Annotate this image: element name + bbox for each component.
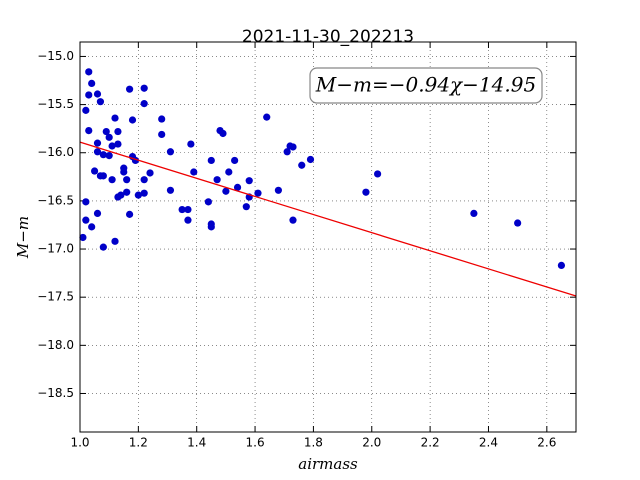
data-point — [219, 129, 227, 138]
data-point — [102, 127, 110, 136]
data-point — [263, 113, 271, 121]
y-tick-label: −18.5 — [37, 386, 74, 400]
data-point — [166, 186, 175, 194]
data-point — [140, 84, 148, 92]
y-tick-label: −18.0 — [37, 338, 74, 352]
data-point — [184, 216, 192, 224]
data-point — [79, 233, 87, 242]
x-tick-label: 1.2 — [129, 436, 148, 450]
x-tick-label: 2.2 — [421, 436, 440, 450]
data-point — [114, 140, 122, 148]
data-point — [120, 164, 128, 172]
data-point — [207, 156, 215, 165]
data-point — [93, 209, 102, 218]
data-point — [178, 205, 186, 214]
annotation-box — [309, 67, 543, 104]
data-point — [85, 68, 93, 76]
data-point — [140, 176, 148, 184]
y-axis-label: M−m — [14, 216, 32, 259]
data-point — [245, 177, 253, 185]
data-point — [140, 100, 148, 108]
y-tick-label: −15.0 — [37, 49, 74, 63]
data-point — [298, 161, 306, 169]
data-point — [242, 203, 250, 211]
y-tick-label: −17.0 — [37, 242, 74, 256]
x-tick-label: 2.0 — [362, 436, 381, 450]
data-point — [85, 91, 93, 99]
data-point — [254, 189, 262, 197]
data-point — [146, 169, 154, 177]
data-point — [362, 188, 370, 196]
data-point — [108, 176, 116, 184]
x-tick-label: 1.6 — [246, 436, 265, 450]
data-point — [123, 176, 131, 184]
data-point — [514, 219, 522, 227]
data-point — [306, 155, 315, 164]
data-point — [158, 115, 166, 123]
data-point — [96, 98, 105, 106]
x-tick-label: 1.0 — [70, 436, 89, 450]
data-point — [99, 243, 107, 251]
data-point — [231, 156, 239, 165]
data-point — [187, 140, 195, 148]
x-tick-label: 2.6 — [537, 436, 556, 450]
data-point — [93, 90, 102, 98]
data-point — [233, 183, 242, 192]
data-point — [88, 223, 96, 231]
chart-title: 2021-11-30_202213 — [242, 27, 414, 47]
y-tick-label: −17.5 — [37, 290, 74, 304]
x-tick-label: 1.4 — [187, 436, 206, 450]
data-point — [274, 186, 282, 194]
data-point — [99, 151, 107, 159]
data-point — [207, 223, 215, 231]
data-point — [85, 126, 93, 135]
data-point — [190, 168, 198, 176]
data-point — [128, 116, 137, 124]
data-point — [117, 191, 125, 199]
data-point — [557, 261, 566, 270]
data-point — [99, 172, 107, 180]
data-point — [111, 114, 119, 122]
data-point — [114, 127, 122, 136]
data-point — [88, 79, 96, 88]
data-point — [213, 176, 221, 184]
data-point — [126, 85, 134, 93]
data-point — [126, 210, 134, 218]
data-point — [140, 189, 148, 197]
data-point — [108, 142, 116, 150]
annotation: M−m=−0.94χ−14.95 — [315, 73, 536, 97]
y-tick-label: −16.0 — [37, 145, 74, 159]
data-point — [222, 187, 230, 195]
data-point — [82, 216, 90, 224]
x-axis-label: airmass — [298, 455, 358, 473]
data-point — [134, 191, 142, 199]
data-point — [225, 168, 233, 176]
x-tick-label: 1.8 — [304, 436, 323, 450]
data-point — [105, 133, 113, 141]
data-point — [111, 237, 119, 245]
data-point — [105, 152, 113, 160]
data-point — [184, 205, 192, 214]
frame — [79, 41, 577, 433]
data-point — [166, 148, 175, 156]
data-point — [283, 148, 291, 156]
x-tick-label: 2.4 — [479, 436, 498, 450]
data-point — [289, 216, 297, 224]
fit-line — [79, 141, 577, 297]
y-tick-label: −15.5 — [37, 97, 74, 111]
data-point — [93, 139, 102, 147]
data-point — [90, 167, 99, 175]
data-point — [123, 188, 131, 196]
data-point — [204, 198, 212, 206]
data-point — [93, 148, 102, 156]
y-tick-label: −16.5 — [37, 193, 74, 207]
data-point — [289, 143, 297, 151]
data-point — [82, 106, 90, 114]
data-point — [82, 198, 90, 206]
data-point — [470, 209, 478, 218]
data-point — [158, 130, 166, 139]
data-point — [374, 170, 382, 178]
